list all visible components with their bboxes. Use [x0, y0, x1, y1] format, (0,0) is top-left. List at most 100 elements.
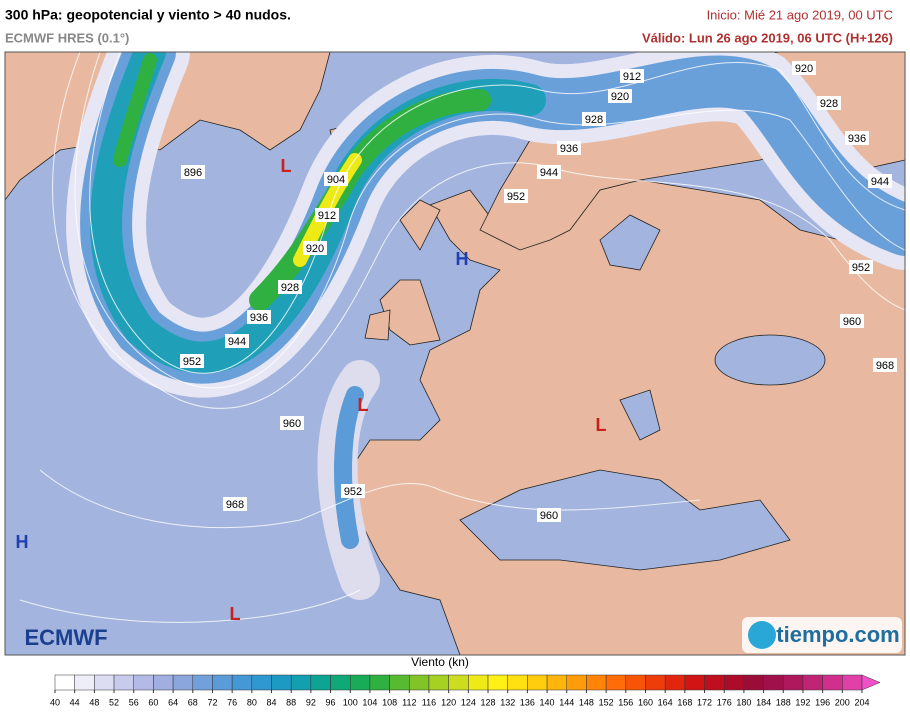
color-bin: [625, 674, 646, 691]
contour-label-bg: [849, 260, 873, 274]
contour-label: 928: [585, 114, 603, 126]
color-bin: [54, 674, 75, 691]
contour-label-bg: [181, 165, 205, 179]
tick-label: 72: [207, 697, 217, 707]
tick-label: 172: [697, 697, 712, 707]
map: 8969049129209289369449529609689529609529…: [5, 52, 905, 655]
color-bin: [231, 674, 253, 691]
color-bin: [645, 674, 666, 691]
tick-label: 100: [343, 697, 358, 707]
tick-label: 176: [717, 697, 732, 707]
color-bin: [310, 674, 331, 691]
map-frame: [4, 51, 906, 656]
color-bin: [369, 674, 390, 691]
tick-label: 112: [402, 697, 416, 707]
tick-label: 196: [815, 697, 830, 707]
tick-label: 192: [795, 697, 810, 707]
tick-label: 144: [559, 697, 574, 707]
contour-label-bg: [792, 61, 816, 75]
color-bin: [330, 674, 351, 691]
color-bin: [468, 674, 489, 691]
contour-label: 936: [560, 143, 578, 155]
tick-label: 64: [168, 697, 178, 707]
contour-label: 952: [344, 486, 362, 498]
color-bin: [586, 674, 607, 691]
tick-label: 200: [835, 697, 850, 707]
color-bin: [389, 674, 410, 691]
color-bin: [290, 674, 312, 691]
color-bin: [605, 674, 627, 691]
contour-label-bg: [315, 208, 339, 222]
tick-label: 152: [599, 697, 614, 707]
contour-label-bg: [840, 314, 864, 328]
contour-label-bg: [341, 484, 365, 498]
tick-label: 80: [247, 697, 257, 707]
tick-label: 132: [500, 697, 515, 707]
color-bin: [349, 674, 371, 691]
contour-label: 968: [226, 499, 244, 511]
color-bin: [428, 674, 449, 691]
contour-label: 944: [228, 336, 246, 348]
contour-label: 960: [540, 510, 558, 522]
pressure-center: L: [281, 156, 292, 176]
contour-label: 944: [871, 176, 889, 188]
pressure-center: L: [230, 604, 241, 624]
contour-label-bg: [537, 508, 561, 522]
tick-label: 44: [70, 697, 80, 707]
color-bin: [763, 674, 784, 691]
legend-title: Viento (kn): [411, 655, 469, 669]
contour-label-bg: [620, 69, 644, 83]
contour-label: 904: [327, 174, 345, 186]
contour-label-bg: [608, 89, 632, 103]
color-bin: [133, 674, 154, 691]
jet-stream: [66, 52, 905, 600]
color-bin: [783, 674, 804, 691]
tick-label: 124: [461, 697, 476, 707]
color-bin: [271, 674, 292, 691]
contour-label: 912: [318, 210, 336, 222]
color-bin: [723, 674, 745, 691]
contour-label-bg: [845, 131, 869, 145]
color-bin: [802, 674, 823, 691]
tick-label: 48: [89, 697, 99, 707]
color-bin: [684, 674, 705, 691]
tick-label: 156: [618, 697, 633, 707]
color-bin: [487, 674, 508, 691]
tick-label: 148: [579, 697, 594, 707]
contour-label-bg: [280, 416, 304, 430]
contour-label-bg: [303, 241, 327, 255]
color-bin: [546, 674, 568, 691]
tick-label: 184: [756, 697, 771, 707]
color-bin: [527, 674, 548, 691]
color-bin: [153, 674, 174, 691]
contour-label-bg: [557, 141, 581, 155]
tick-label: 40: [50, 697, 60, 707]
tick-label: 180: [736, 697, 751, 707]
color-arrow: [861, 674, 881, 691]
color-bin: [704, 674, 725, 691]
pressure-center: H: [456, 249, 469, 269]
init-time: Inicio: Mié 21 ago 2019, 00 UTC: [707, 7, 893, 22]
inland-seas: [459, 214, 826, 571]
color-bin: [448, 674, 469, 691]
color-bin: [822, 674, 843, 691]
contour-label: 928: [820, 98, 838, 110]
contours: [19, 52, 905, 623]
tiempo-logo-icon: [748, 621, 776, 649]
tick-label: 96: [326, 697, 336, 707]
tiempo-logo-bg: [742, 617, 902, 653]
tick-label: 60: [148, 697, 158, 707]
contour-label-bg: [223, 497, 247, 511]
color-bin: [507, 674, 528, 691]
model: ECMWF HRES (0.1°): [5, 30, 129, 45]
tick-label: 116: [422, 697, 436, 707]
contour-label-bg: [180, 354, 204, 368]
contour-label: 936: [848, 133, 866, 145]
contour-label: 920: [611, 91, 629, 103]
color-bin: [94, 674, 115, 691]
color-bin: [409, 674, 430, 691]
tick-label: 52: [109, 697, 119, 707]
color-bin: [192, 674, 213, 691]
color-bin: [74, 674, 95, 691]
